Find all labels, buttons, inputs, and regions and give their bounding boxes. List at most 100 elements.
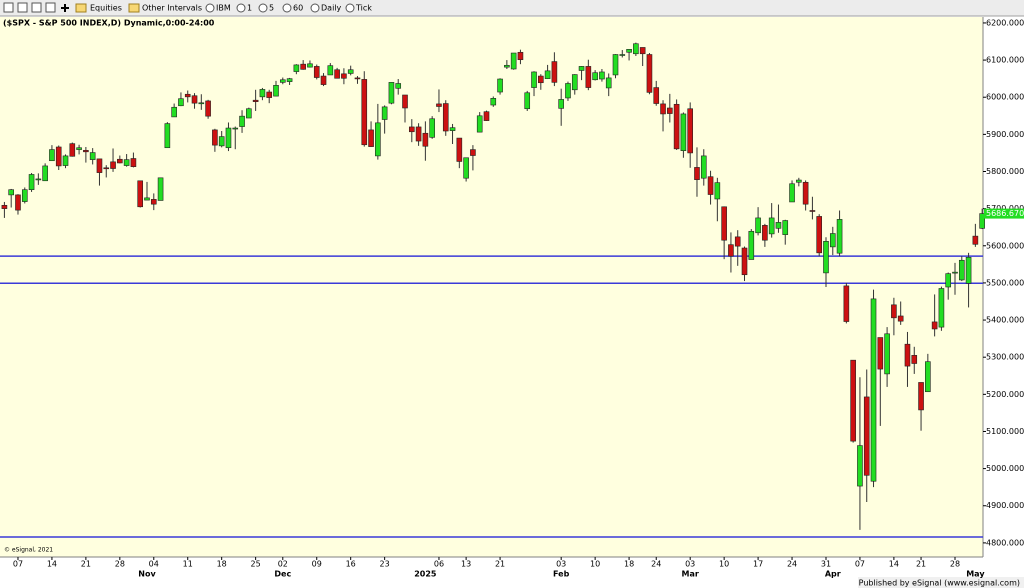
candle-body: [952, 271, 958, 274]
candle-body: [110, 161, 116, 169]
candle-body: [700, 155, 707, 179]
candle-body: [402, 94, 408, 109]
candle-body: [748, 230, 755, 260]
x-tick-label: 21: [495, 560, 505, 569]
toolbar-item[interactable]: 1: [247, 4, 252, 13]
candle-body: [660, 103, 666, 115]
candle-body: [83, 150, 89, 153]
radio-icon[interactable]: [258, 3, 268, 13]
candle-body: [320, 75, 327, 85]
candle-body: [341, 73, 347, 79]
candle-body: [347, 69, 354, 74]
x-tick-label: 18: [217, 560, 227, 569]
candle-body: [619, 54, 626, 56]
icon[interactable]: [45, 2, 56, 13]
x-tick-label: 06: [434, 560, 444, 569]
folder-icon: [128, 3, 140, 13]
radio-icon[interactable]: [236, 3, 246, 13]
x-tick-label: 11: [183, 560, 193, 569]
icon[interactable]: [3, 2, 14, 13]
candle-body: [470, 149, 476, 156]
candle-body: [497, 78, 503, 93]
candle-body: [707, 176, 714, 195]
radio-icon[interactable]: [345, 3, 355, 13]
candle-body: [510, 52, 517, 70]
radio-icon[interactable]: [205, 3, 215, 13]
candle-body: [171, 106, 177, 118]
candle-body: [49, 149, 55, 162]
toolbar-icons: [3, 2, 355, 13]
toolbar-item[interactable]: Equities: [90, 4, 122, 13]
candle-body: [293, 64, 300, 72]
candle-body: [381, 106, 388, 120]
candle-body: [565, 83, 571, 99]
add-icon[interactable]: [61, 4, 69, 12]
x-month-label: Nov: [138, 570, 156, 579]
candle-body: [762, 225, 768, 241]
icon[interactable]: [17, 2, 28, 13]
candle-body: [829, 233, 836, 248]
copyright: © eSignal, 2021: [4, 547, 53, 554]
candle-body: [361, 79, 368, 146]
candle-body: [232, 127, 239, 130]
candle-body: [178, 98, 184, 107]
x-tick-label: 21: [81, 560, 91, 569]
candle-body: [857, 445, 863, 487]
candle-body: [218, 136, 225, 147]
candle-body: [721, 206, 727, 241]
candle-body: [768, 217, 775, 235]
icon[interactable]: [31, 2, 42, 13]
candle-body: [904, 343, 911, 367]
candle-body: [103, 167, 110, 170]
radio-icon[interactable]: [310, 3, 320, 13]
candle-body: [802, 181, 809, 205]
x-tick-label: 09: [312, 560, 322, 569]
candle-body: [789, 183, 795, 203]
candle-body: [823, 241, 829, 274]
toolbar-item[interactable]: Daily: [321, 4, 342, 13]
candle-body: [408, 126, 415, 133]
candle-body: [714, 182, 721, 200]
candle-body: [15, 194, 21, 211]
toolbar-item[interactable]: IBM: [216, 4, 231, 13]
candle-body: [354, 77, 361, 80]
toolbar-item[interactable]: 5: [269, 4, 274, 13]
candle-body: [422, 132, 429, 147]
candle-body: [979, 213, 985, 229]
candle-body: [551, 61, 558, 83]
toolbar-item[interactable]: Tick: [355, 4, 372, 13]
candle-body: [1, 204, 8, 209]
candle-body: [429, 118, 435, 138]
candle-body: [918, 382, 924, 411]
candle-body: [680, 113, 687, 152]
candle-body: [395, 83, 402, 89]
candle-body: [945, 273, 952, 288]
candle-body: [734, 236, 741, 247]
candle-body: [286, 78, 293, 82]
radio-icon[interactable]: [282, 3, 292, 13]
candle-body: [375, 122, 381, 157]
toolbar-item[interactable]: 60: [293, 4, 303, 13]
last-price-label: 5686.6700: [986, 209, 1024, 218]
candle-body: [164, 123, 171, 149]
candle-body: [55, 146, 62, 167]
x-tick-label: 28: [950, 560, 960, 569]
x-tick-label: 02: [278, 560, 288, 569]
x-month-label: Apr: [825, 570, 841, 579]
candle-body: [884, 333, 890, 375]
candle-body: [538, 75, 544, 84]
candle-body: [592, 72, 598, 81]
toolbar-item[interactable]: Other Intervals: [142, 4, 202, 13]
candle-body: [667, 107, 673, 114]
candle-body: [544, 70, 551, 79]
